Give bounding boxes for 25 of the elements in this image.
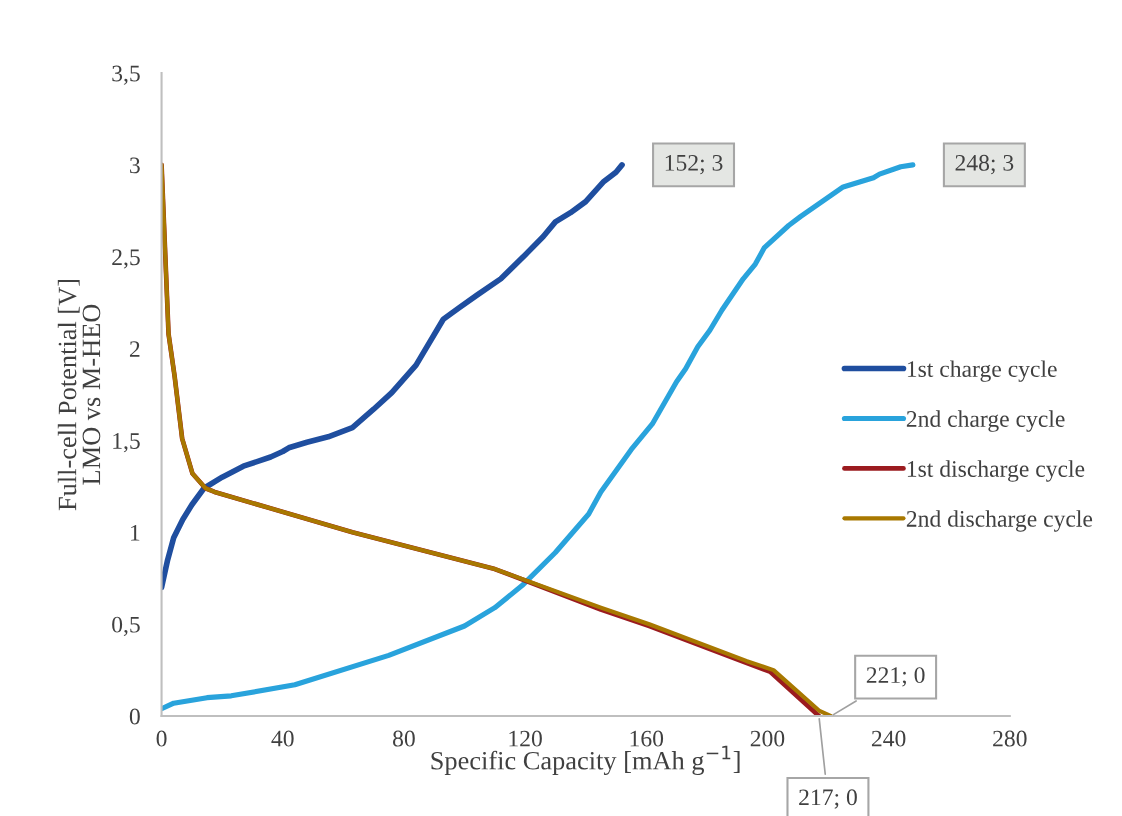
legend-label: 1st charge cycle bbox=[907, 360, 1057, 382]
annotation: 217; 0 bbox=[799, 789, 857, 809]
y-tick-label: 1 bbox=[131, 524, 140, 541]
y-tick-label: 2,5 bbox=[112, 249, 140, 269]
legend-label: 2nd discharge cycle bbox=[906, 510, 1093, 532]
x-tick-label: 240 bbox=[871, 730, 906, 747]
x-tick-label: 280 bbox=[993, 730, 1027, 747]
annotation: 248; 3 bbox=[955, 154, 1014, 175]
x-tick-label: 120 bbox=[509, 730, 542, 747]
y-tick-label: 0,5 bbox=[112, 616, 140, 636]
x-tick-label: 0 bbox=[156, 730, 167, 747]
y-tick-label: 1,5 bbox=[113, 433, 140, 453]
x-tick-label: 160 bbox=[630, 730, 664, 747]
legend-label: 2nd charge cycle bbox=[906, 410, 1065, 432]
x-tick-label: 40 bbox=[271, 730, 294, 747]
y-tick-label: 0 bbox=[129, 708, 140, 725]
x-tick-label: 200 bbox=[750, 730, 785, 747]
y-axis-title: Full-cell Potential [V] LMO vs M-HEO bbox=[57, 279, 101, 511]
legend-label: 1st discharge cycle bbox=[907, 460, 1085, 482]
y-tick-label: 3,5 bbox=[112, 65, 140, 85]
y-tick-label: 3 bbox=[130, 157, 140, 174]
annotation: 152; 3 bbox=[665, 154, 723, 175]
x-tick-label: 80 bbox=[393, 730, 415, 747]
annotation: 221; 0 bbox=[866, 667, 925, 687]
y-tick-label: 2 bbox=[129, 341, 140, 357]
